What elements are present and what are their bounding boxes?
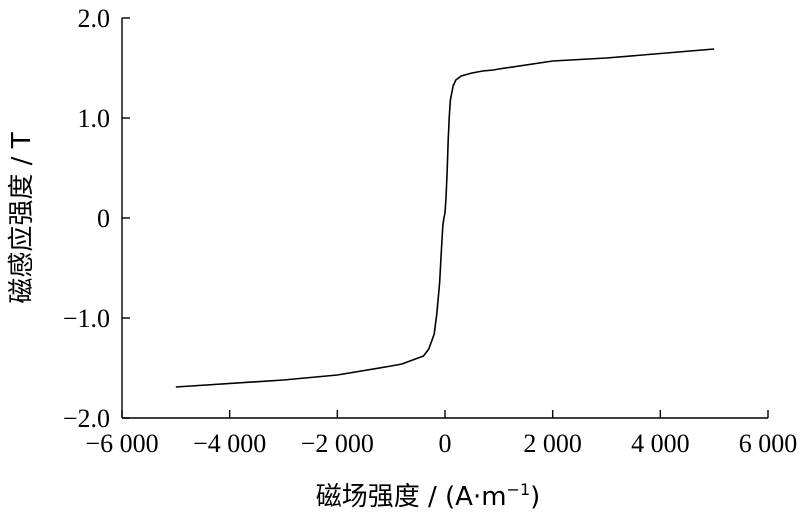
- plot-axes: [121, 18, 768, 419]
- y-tick-label: 1.0: [78, 104, 111, 133]
- y-tick-label: −1.0: [63, 304, 110, 333]
- x-tick-label: −2 000: [301, 429, 374, 458]
- x-axis-title-superscript: −1: [507, 480, 531, 499]
- y-ticks: −2.0 −1.0 0 1.0 2.0: [63, 4, 130, 433]
- x-tick-label: 0: [439, 429, 452, 458]
- x-tick-label: 6 000: [739, 429, 798, 458]
- y-axis-title: 磁感应强度 / T: [7, 132, 37, 303]
- y-tick-label: −2.0: [63, 404, 110, 433]
- magnetization-curve: [175, 48, 715, 388]
- x-axis-title: 磁场强度 / (A·m−1): [316, 480, 541, 512]
- x-axis-title-main: 磁场强度 / (A·m: [316, 482, 507, 512]
- y-tick-label: 2.0: [78, 4, 111, 33]
- x-tick-label: −6 000: [85, 429, 158, 458]
- x-ticks: −6 000 −4 000 −2 000 0 2 000 4 000 6 000: [85, 410, 797, 458]
- x-tick-label: −4 000: [193, 429, 266, 458]
- y-tick-label: 0: [97, 204, 110, 233]
- x-tick-label: 4 000: [631, 429, 690, 458]
- x-tick-label: 2 000: [523, 429, 582, 458]
- x-axis-title-close: ): [530, 482, 540, 512]
